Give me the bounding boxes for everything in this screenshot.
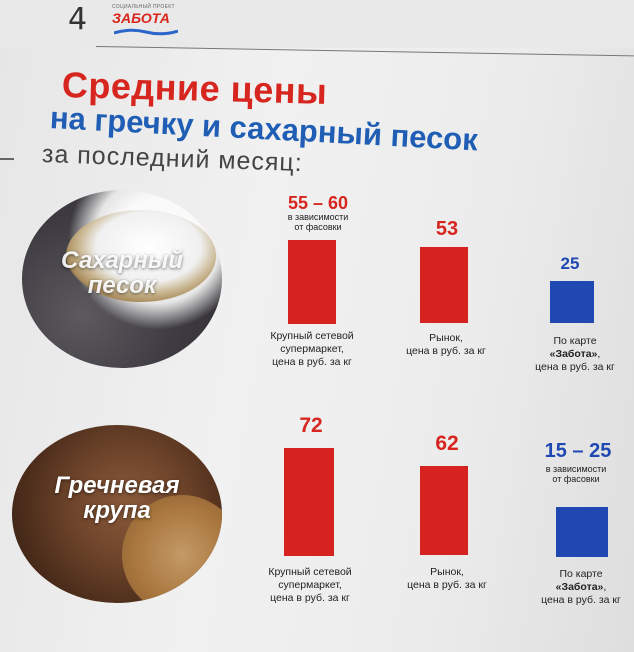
sugar-supermarket-price: 55 – 60 [287, 193, 349, 213]
buckwheat-bowl-image [122, 495, 222, 603]
page-header-strip [0, 0, 634, 48]
buckwheat-card-bar [556, 507, 608, 557]
sugar-label: Сахарный песок [61, 247, 183, 300]
sugar-market-price: 53 [435, 218, 459, 240]
sugar-supermarket-bar [288, 240, 336, 324]
sugar-supermarket-note: в зависимости от фасовки [287, 212, 349, 233]
sugar-supermarket-caption: Крупный сетевой супермаркет, цена в руб. з… [270, 330, 354, 369]
buckwheat-label: Гречневая крупа [54, 472, 180, 525]
buckwheat-market-caption: Рынок, цена в руб. за кг [407, 566, 487, 592]
buckwheat-market-price: 62 [435, 432, 459, 455]
logo-caption: СОЦИАЛЬНЫЙ ПРОЕКТ [112, 4, 175, 10]
buckwheat-card-price: 15 – 25 [544, 440, 612, 462]
sugar-bowl-image [66, 210, 216, 302]
buckwheat-market-bar [420, 466, 468, 555]
logo-title: ЗАБОТА [112, 10, 170, 26]
page-number: 4 [68, 2, 88, 37]
wave-icon [114, 28, 178, 36]
buckwheat-photo: Гречневая крупа [12, 425, 222, 603]
margin-dash [0, 158, 14, 160]
sugar-card-bar [550, 281, 594, 323]
sugar-market-caption: Рынок, цена в руб. за кг [406, 332, 486, 358]
sugar-card-caption: По карте «Забота», цена в руб. за кг [535, 335, 615, 374]
sugar-card-price: 25 [560, 254, 580, 273]
project-logo: СОЦИАЛЬНЫЙ ПРОЕКТ ЗАБОТА [110, 4, 190, 40]
sugar-market-bar [420, 247, 468, 323]
sugar-photo: Сахарный песок [22, 190, 222, 368]
buckwheat-card-caption: По карте «Забота», цена в руб. за кг [541, 568, 621, 607]
buckwheat-supermarket-price: 72 [299, 414, 323, 437]
buckwheat-supermarket-caption: Крупный сетевой супермаркет, цена в руб. з… [268, 566, 352, 605]
buckwheat-card-note: в зависимости от фасовки [545, 464, 607, 485]
buckwheat-supermarket-bar [284, 448, 334, 556]
